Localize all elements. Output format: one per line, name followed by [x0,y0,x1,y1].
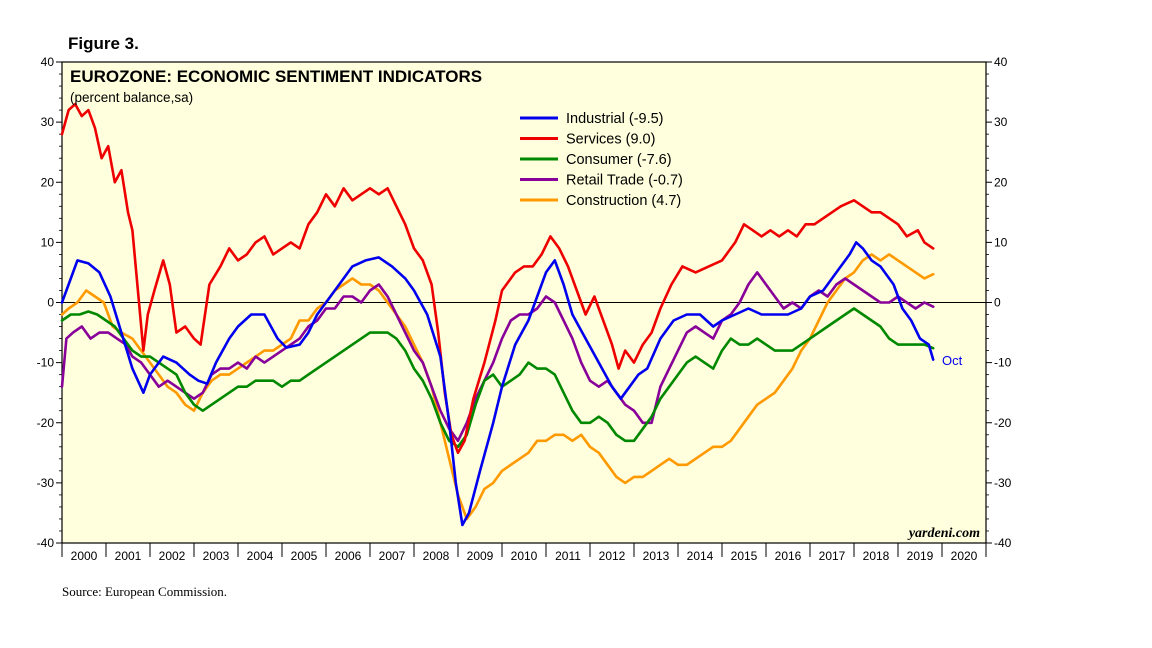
x-tick-label: 2006 [335,549,362,563]
y-tick-label-left: 0 [47,296,54,310]
series-line-consumer [60,307,935,449]
source-note: Source: European Commission. [62,584,228,599]
chart-title: EUROZONE: ECONOMIC SENTIMENT INDICATORS [70,67,482,86]
y-tick-label-left: -40 [37,536,55,550]
y-tick-label-left: -30 [37,476,55,490]
x-tick-label: 2010 [511,549,538,563]
x-tick-label: 2014 [687,549,714,563]
x-tick-label: 2008 [423,549,450,563]
figure-label: Figure 3. [68,34,139,53]
y-tick-label-right: -10 [994,356,1012,370]
legend-label: Retail Trade (-0.7) [566,173,683,189]
series-line-retail [60,271,935,443]
x-tick-label: 2019 [907,549,934,563]
y-tick-label-right: -30 [994,476,1012,490]
x-tick-label: 2002 [159,549,186,563]
x-tick-label: 2004 [247,549,274,563]
y-tick-label-right: -20 [994,416,1012,430]
x-tick-label: 2007 [379,549,406,563]
x-tick-label: 2003 [203,549,230,563]
x-tick-label: 2001 [115,549,142,563]
series-line-services [60,102,935,455]
legend-label: Construction (4.7) [566,193,681,209]
chart-subtitle: (percent balance,sa) [70,90,193,105]
x-tick-label: 2020 [951,549,978,563]
x-tick-label: 2012 [599,549,626,563]
y-tick-label-right: -40 [994,536,1012,550]
legend-label: Consumer (-7.6) [566,152,672,168]
y-tick-label-right: 20 [994,175,1008,189]
y-tick-label-right: 30 [994,115,1008,129]
x-tick-label: 2009 [467,549,494,563]
x-tick-label: 2017 [819,549,846,563]
y-tick-label-right: 10 [994,235,1008,249]
y-tick-label-left: -20 [37,416,55,430]
legend-label: Industrial (-9.5) [566,111,664,127]
y-tick-label-left: 30 [41,115,55,129]
series-line-construction [60,253,935,521]
legend: Industrial (-9.5) Services (9.0) Consumer … [520,111,683,209]
end-label: Oct [942,353,963,368]
series-layer [60,102,935,527]
series-line-industrial [60,241,935,527]
y-tick-label-left: 20 [41,175,55,189]
y-tick-label-right: 0 [994,296,1001,310]
x-tick-label: 2018 [863,549,890,563]
y-tick-label-right: 40 [994,55,1008,69]
y-tick-label-left: 40 [41,55,55,69]
x-tick-label: 2005 [291,549,318,563]
x-tick-label: 2013 [643,549,670,563]
x-tick-label: 2016 [775,549,802,563]
x-tick-label: 2000 [71,549,98,563]
x-tick-label: 2015 [731,549,758,563]
legend-label: Services (9.0) [566,132,655,148]
y-tick-label-left: -10 [37,356,55,370]
y-tick-label-left: 10 [41,235,55,249]
x-tick-label: 2011 [555,549,581,563]
watermark: yardeni.com [907,526,980,541]
